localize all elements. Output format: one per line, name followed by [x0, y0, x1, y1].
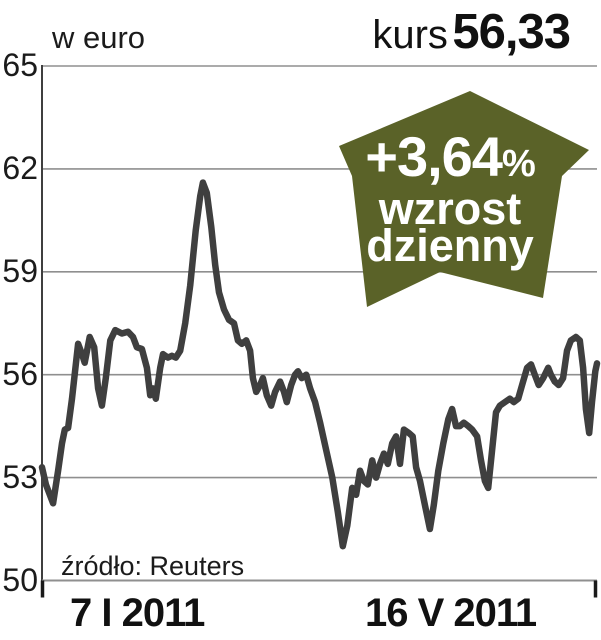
price-series-line	[38, 179, 601, 550]
y-axis-tick-label: 50	[2, 561, 38, 598]
current-price: kurs 56,33	[372, 4, 571, 60]
chart-unit-title: w euro	[52, 20, 146, 55]
price-label: kurs	[372, 13, 448, 57]
source-credit: źródło: Reuters	[61, 551, 245, 581]
x-axis-label-start: 7 I 2011	[70, 591, 205, 635]
y-axis-tick-label: 59	[2, 252, 38, 289]
price-line	[38, 179, 601, 550]
y-axis-tick-label: 56	[2, 355, 38, 392]
y-axis-tick-label: 53	[2, 458, 38, 495]
price-value: 56,33	[452, 5, 571, 59]
y-axis-tick-label: 62	[2, 149, 38, 186]
gridlines	[40, 65, 598, 598]
up-arrow-icon	[339, 91, 589, 307]
y-axis-tick-label: 65	[2, 47, 38, 83]
x-axis-label-end: 16 V 2011	[365, 591, 537, 635]
